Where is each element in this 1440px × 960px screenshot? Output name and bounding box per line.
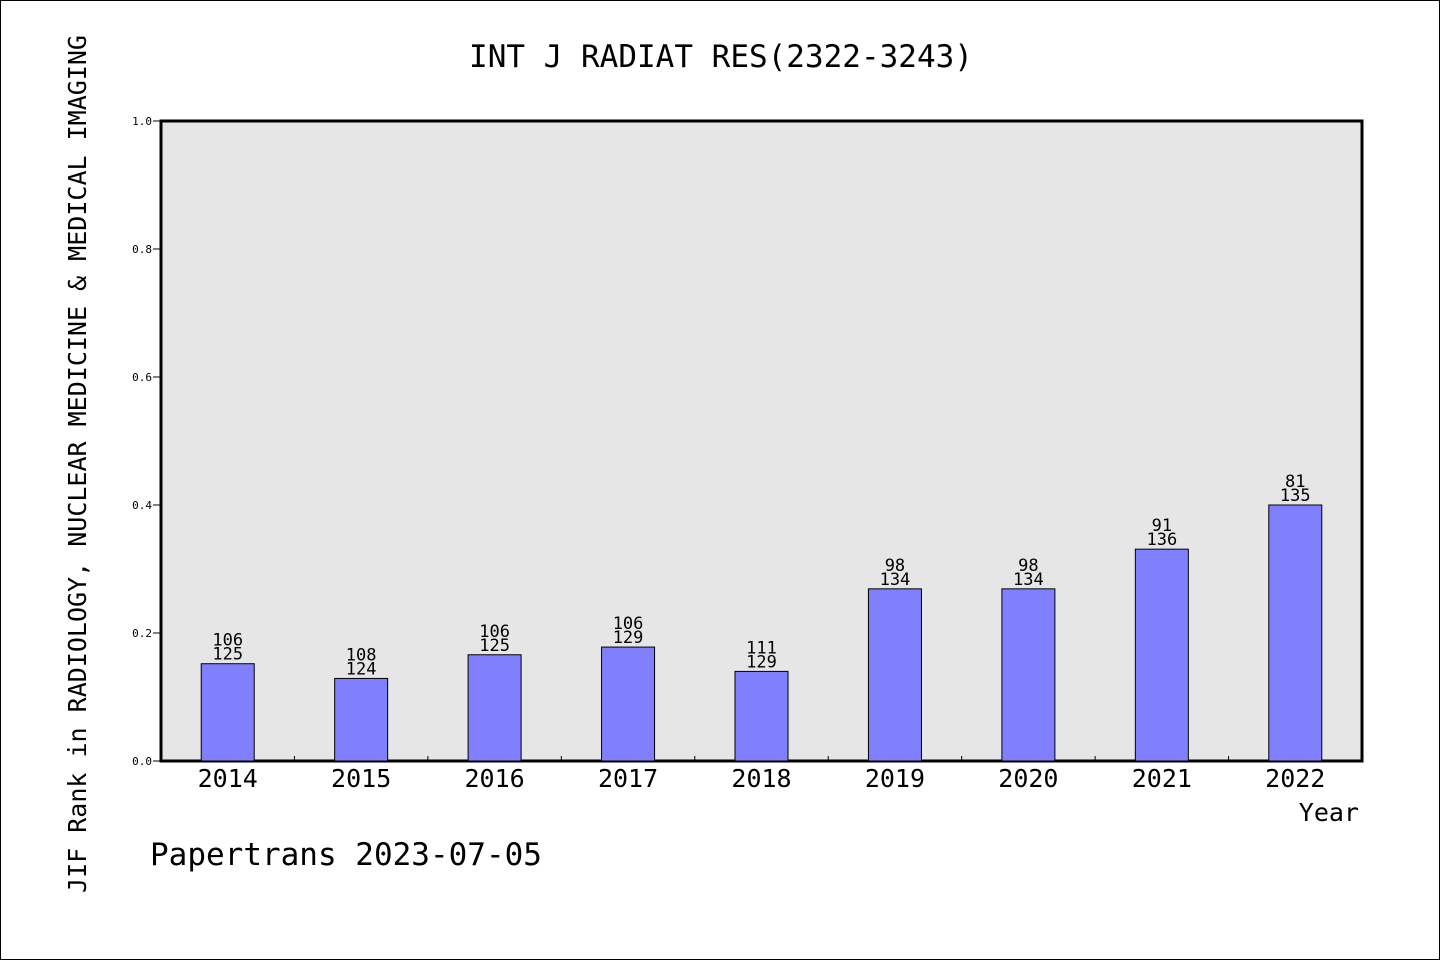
y-tick-label: 1.0 (132, 115, 152, 128)
x-tick-label: 2017 (598, 764, 658, 793)
y-axis: 0.0 0.2 0.4 0.6 0.8 1.0 (132, 115, 161, 768)
bar (1268, 504, 1323, 762)
bar-rank-label: 81 (1285, 472, 1305, 492)
bar-total-label: 125 (212, 645, 243, 665)
bar-rank-label: 108 (346, 645, 377, 665)
bar (467, 654, 522, 762)
bar (334, 677, 389, 762)
y-tick-label: 0.8 (132, 243, 152, 256)
x-tick-label: 2022 (1265, 764, 1325, 793)
x-tick-label: 2018 (731, 764, 791, 793)
x-tick-label: 2016 (465, 764, 525, 793)
x-tick-label: 2021 (1132, 764, 1192, 793)
bar-total-label: 125 (479, 636, 510, 656)
bar-total-label: 129 (746, 652, 777, 672)
bar-rank-label: 106 (212, 631, 243, 651)
bar (867, 588, 922, 762)
y-tick-label: 0.2 (132, 627, 152, 640)
bar (734, 670, 789, 762)
bar-total-label: 124 (346, 659, 377, 679)
bar (1134, 548, 1189, 762)
bar-rank-label: 91 (1152, 516, 1172, 536)
bar-total-label: 134 (880, 570, 911, 590)
y-tick-label: 0.6 (132, 371, 152, 384)
x-axis-label: Year (1299, 798, 1359, 827)
y-tick-label: 0.4 (132, 499, 152, 512)
bar-total-label: 134 (1013, 570, 1044, 590)
x-tick-label: 2019 (865, 764, 925, 793)
chart-title: INT J RADIAT RES(2322-3243) (469, 39, 973, 75)
x-tick-label: 2020 (998, 764, 1058, 793)
bar-rank-label: 98 (885, 556, 905, 576)
x-tick-label: 2014 (198, 764, 258, 793)
bar-total-label: 136 (1146, 530, 1177, 550)
bar (601, 646, 656, 762)
y-axis-label: JIF Rank in RADIOLOGY, NUCLEAR MEDICINE … (63, 35, 92, 893)
bar-rank-label: 106 (613, 614, 644, 634)
x-axis: 2014 2015 2016 2017 2018 2019 2020 2021 2022 (198, 756, 1325, 793)
footer-watermark: Papertrans 2023-07-05 (150, 837, 542, 873)
bar-total-label: 135 (1280, 486, 1311, 506)
bar-rank-label: 98 (1018, 556, 1038, 576)
bar (1001, 588, 1056, 762)
y-tick-label: 0.0 (132, 755, 152, 768)
bar-total-label: 129 (613, 628, 644, 648)
x-tick-label: 2015 (331, 764, 391, 793)
bar (200, 663, 255, 762)
bar-rank-label: 111 (746, 638, 777, 658)
bar-rank-label: 106 (479, 622, 510, 642)
